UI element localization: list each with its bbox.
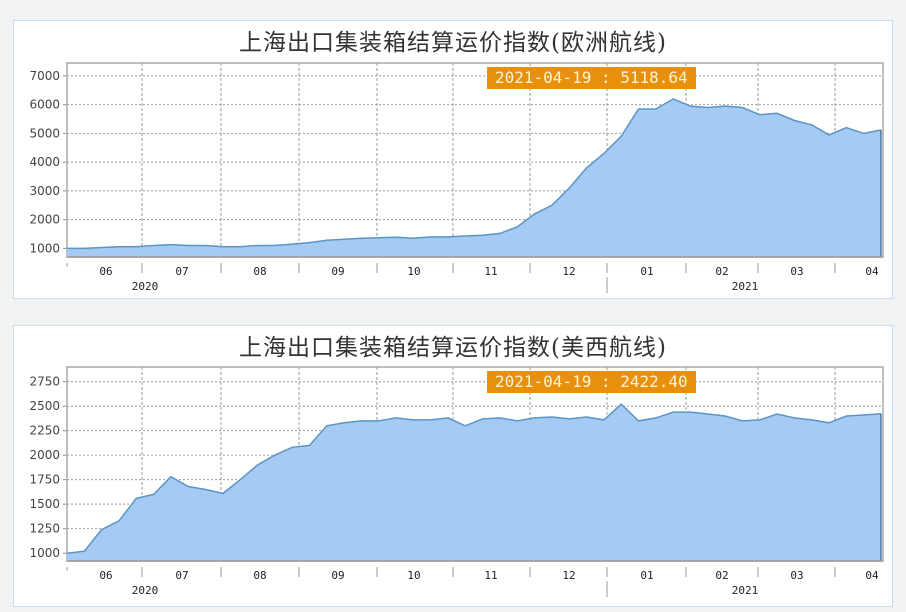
- x-tick-label: 06: [99, 265, 112, 278]
- x-tick-label: 04: [865, 265, 879, 278]
- europe-chart-panel: 上海出口集装箱结算运价指数(欧洲航线) 1000 2000 3000 4000 5000…: [13, 20, 893, 299]
- europe-chart-title: 上海出口集装箱结算运价指数(欧洲航线): [239, 30, 667, 56]
- us-west-chart-panel: 上海出口集装箱结算运价指数(美西航线) 1000 1250 1500 1750 2000…: [13, 325, 893, 607]
- y-tick-label: 1250: [29, 522, 60, 536]
- x-tick-label: 01: [640, 569, 653, 582]
- area-line: [67, 98, 882, 250]
- y-tick-label: 2500: [29, 399, 60, 413]
- y-tick-label: 7000: [29, 69, 60, 83]
- europe-value-badge: 2021-04-19 : 5118.64: [487, 67, 696, 89]
- x-tick-label: 12: [562, 265, 575, 278]
- x-tick-label: 10: [407, 569, 420, 582]
- y-tick-label: 1000: [29, 546, 60, 560]
- y-tick-label: 5000: [29, 126, 60, 140]
- x-tick-label: 02: [715, 265, 728, 278]
- us-west-chart-title: 上海出口集装箱结算运价指数(美西航线): [239, 335, 667, 361]
- y-tick-label: 2000: [29, 213, 60, 227]
- y-tick-label: 1500: [29, 497, 60, 511]
- x-tick-label: 09: [331, 569, 344, 582]
- y-tick-label: 6000: [29, 98, 60, 112]
- x-tick-label: 03: [790, 569, 803, 582]
- y-tick-label: 2750: [29, 375, 60, 389]
- x-tick-label: 11: [484, 569, 497, 582]
- year-label: 2020: [132, 584, 159, 597]
- x-tick-label: 08: [253, 265, 266, 278]
- y-tick-label: 2250: [29, 424, 60, 438]
- x-tick-label: 04: [865, 569, 879, 582]
- year-label: 2021: [732, 584, 759, 597]
- x-tick-label: 09: [331, 265, 344, 278]
- y-tick-label: 4000: [29, 155, 60, 169]
- area-line: [66, 403, 882, 554]
- y-tick-label: 1000: [29, 241, 60, 255]
- us-west-value-badge: 2021-04-19 : 2422.40: [487, 371, 696, 393]
- us-west-area-chart[interactable]: 1000 1250 1500 1750 2000 2250 2500 2750 06 07 08 09…: [14, 326, 894, 608]
- x-tick-label: 12: [562, 569, 575, 582]
- x-tick-label: 06: [99, 569, 112, 582]
- area-fill: [67, 404, 881, 561]
- x-tick-label: 11: [484, 265, 497, 278]
- y-tick-label: 1750: [29, 473, 60, 487]
- y-tick-label: 3000: [29, 184, 60, 198]
- x-tick-label: 07: [175, 569, 188, 582]
- x-tick-label: 10: [407, 265, 420, 278]
- year-label: 2020: [132, 280, 159, 293]
- x-tick-label: 03: [790, 265, 803, 278]
- x-tick-label: 08: [253, 569, 266, 582]
- x-tick-label: 07: [175, 265, 188, 278]
- x-tick-label: 02: [715, 569, 728, 582]
- x-tick-label: 01: [640, 265, 653, 278]
- y-tick-label: 2000: [29, 448, 60, 462]
- europe-area-chart[interactable]: 1000 2000 3000 4000 5000 6000 7000 06 07 08 09 10 11…: [14, 21, 894, 300]
- year-label: 2021: [732, 280, 759, 293]
- area-fill: [67, 98, 881, 258]
